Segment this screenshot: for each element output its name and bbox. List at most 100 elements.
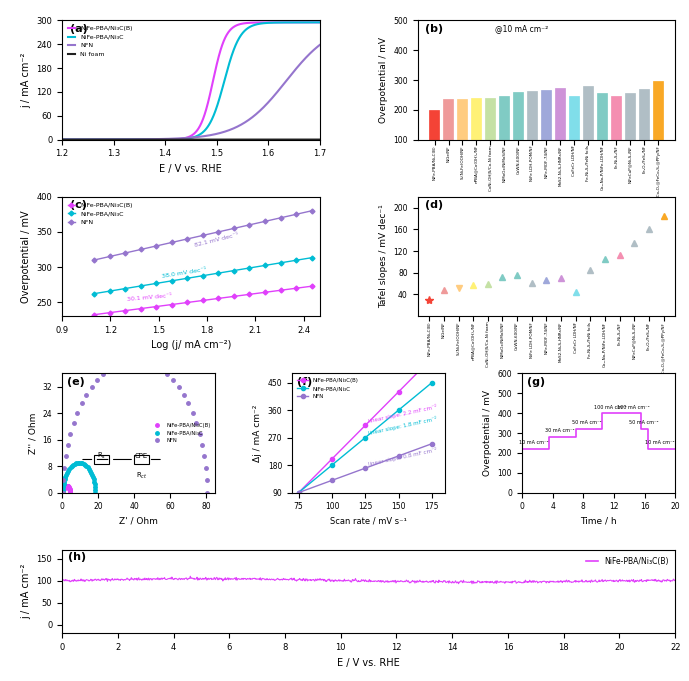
Bar [583, 86, 594, 170]
Bar [541, 91, 552, 170]
NiFe-PBA/Ni₃C(B) [172, 135, 180, 143]
Text: linear slope: 0.8 mF cm⁻²: linear slope: 0.8 mF cm⁻² [368, 446, 438, 466]
Bar [485, 98, 495, 170]
Bar [443, 99, 454, 170]
Text: (a): (a) [70, 24, 88, 34]
NiFe-PBA/Ni₃C [86, 466, 94, 475]
NiFe-PBA/Ni₃C(B) [230, 292, 238, 300]
NiFe-PBA/Ni₃C(B) [66, 488, 74, 496]
NiFe-PBA/Ni₃C(B) [61, 483, 69, 491]
NiFe-PBA/Ni₃C(B) [276, 286, 285, 294]
NiFe-PBA/Ni₃C(B) [63, 482, 72, 490]
Text: 82.1 mV dec⁻¹: 82.1 mV dec⁻¹ [194, 233, 239, 249]
NiFe-PBA/Ni₃C [90, 478, 99, 486]
Line: NiFe-PBA/Ni₃C(B): NiFe-PBA/Ni₃C(B) [92, 285, 313, 317]
Text: (e): (e) [67, 377, 84, 387]
NFN [174, 383, 183, 391]
Line: NiFe-PBA/Ni₃C: NiFe-PBA/Ni₃C [62, 22, 320, 140]
NiFe-PBA/Ni₃C [82, 462, 90, 470]
Text: R$_{ct}$: R$_{ct}$ [136, 471, 147, 481]
NiFe-PBA/Ni₃C(B) [62, 482, 70, 490]
NiFe-PBA/Ni₃C(B) [90, 311, 99, 319]
NiFe-PBA/Ni₃C [91, 488, 99, 496]
NiFe-PBA/Ni₃C [245, 264, 254, 272]
NiFe-PBA/Ni₃C(B) [66, 488, 74, 496]
NiFe-PBA/Ni₃C(B) [59, 484, 68, 492]
NFN [196, 430, 204, 438]
Bar [611, 96, 621, 170]
Text: (b): (b) [425, 24, 444, 34]
NFN [70, 419, 78, 427]
NiFe-PBA/Ni₃C [276, 259, 285, 267]
NFN [121, 249, 130, 257]
NFN [167, 238, 176, 247]
NFN [105, 365, 113, 373]
NiFe-PBA/Ni₃C(B) [63, 482, 71, 490]
NiFe-PBA/Ni₃C(B) [65, 486, 74, 494]
NiFe-PBA/Ni₃C [85, 464, 93, 473]
Line: NiFe-PBA/Ni₃C(B): NiFe-PBA/Ni₃C(B) [62, 22, 320, 140]
NiFe-PBA/Ni₃C [121, 285, 130, 293]
Line: NiFe-PBA/Ni₃C: NiFe-PBA/Ni₃C [92, 256, 313, 296]
NiFe-PBA/Ni₃C [183, 274, 192, 283]
Bar [500, 97, 510, 170]
Text: 10 mA cm⁻²: 10 mA cm⁻² [519, 440, 548, 445]
NiFe-PBA/Ni₃C(B) [235, 20, 243, 29]
NiFe-PBA/Ni₃C(B) [263, 18, 271, 27]
NiFe-PBA/Ni₃C [60, 478, 68, 486]
NFN [90, 256, 99, 264]
NiFe-PBA/Ni₃C(B) [65, 484, 74, 492]
NFN [105, 253, 114, 261]
NFN [307, 207, 316, 215]
X-axis label: E / V vs. RHE: E / V vs. RHE [159, 164, 223, 174]
Y-axis label: Overpotential / mV: Overpotential / mV [379, 37, 388, 123]
NiFe-PBA/Ni₃C [66, 463, 74, 471]
Ni foam [162, 136, 170, 144]
Y-axis label: j / mA cm⁻²: j / mA cm⁻² [21, 564, 31, 619]
NiFe-PBA/Ni₃C [59, 483, 68, 491]
NFN [144, 358, 152, 366]
NiFe-PBA/Ni₃C(B) [64, 483, 72, 491]
NiFe-PBA/Ni₃C(B) [292, 284, 300, 292]
NiFe-PBA/Ni₃C [214, 269, 223, 277]
Legend: NiFe-PBA/Ni₃C(B), NiFe-PBA/Ni₃C, NFN: NiFe-PBA/Ni₃C(B), NiFe-PBA/Ni₃C, NFN [65, 200, 135, 227]
NiFe-PBA/Ni₃C(B) [167, 300, 176, 308]
NiFe-PBA/Ni₃C [79, 460, 88, 468]
Text: @10 mA cm⁻²: @10 mA cm⁻² [495, 24, 548, 33]
Text: 50 mA cm⁻²: 50 mA cm⁻² [629, 420, 659, 426]
NiFe-PBA/Ni₃C [76, 459, 85, 467]
NFN [157, 365, 165, 373]
NiFe-PBA/Ni₃C(B) [259, 18, 267, 27]
NiFe-PBA/Ni₃C [167, 276, 176, 285]
FancyBboxPatch shape [134, 454, 149, 464]
NiFe-PBA/Ni₃C(B) [316, 18, 324, 27]
NFN [172, 134, 180, 142]
Bar [471, 99, 482, 170]
Line: NFN: NFN [61, 358, 209, 494]
NFN [59, 488, 67, 496]
Text: (h): (h) [68, 552, 86, 563]
NiFe-PBA/Ni₃C(B) [58, 136, 66, 144]
NiFe-PBA/Ni₃C [78, 459, 86, 467]
Text: (c): (c) [70, 200, 87, 210]
NiFe-PBA/Ni₃C [292, 256, 300, 264]
NFN [183, 235, 192, 243]
NiFe-PBA/Ni₃C [263, 19, 271, 27]
Bar [625, 93, 635, 170]
NiFe-PBA/Ni₃C [91, 480, 99, 488]
NiFe-PBA/Ni₃C [162, 136, 170, 144]
NFN [261, 217, 269, 225]
NFN [63, 441, 72, 449]
X-axis label: Time / h: Time / h [580, 517, 617, 526]
Bar [597, 93, 608, 170]
NiFe-PBA/Ni₃C [61, 473, 70, 481]
Ni foam [172, 136, 180, 144]
NFN [131, 356, 139, 364]
NiFe-PBA/Ni₃C [90, 289, 99, 298]
Y-axis label: Overpotential / mV: Overpotential / mV [483, 390, 492, 476]
NiFe-PBA/Ni₃C(B) [65, 485, 74, 493]
NiFe-PBA/Ni₃C(B) [307, 282, 316, 290]
Text: linear slope: 1.8 mF cm⁻²: linear slope: 1.8 mF cm⁻² [368, 415, 438, 436]
NFN [73, 409, 81, 417]
Legend: NiFe-PBA/Ni₃C(B): NiFe-PBA/Ni₃C(B) [583, 554, 671, 569]
